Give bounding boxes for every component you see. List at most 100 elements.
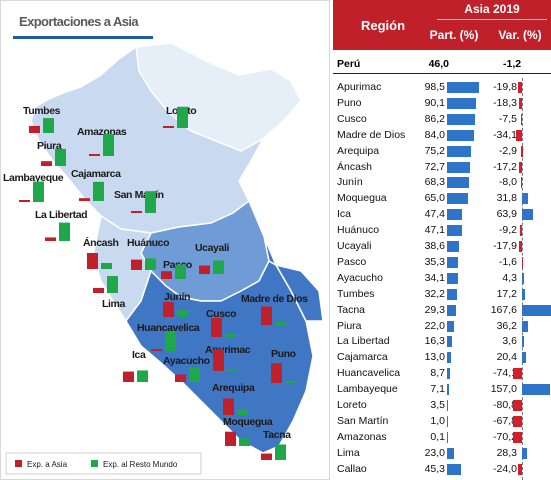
- label-cusco: Cusco: [206, 308, 236, 320]
- label-moquegua: Moquegua: [223, 416, 273, 428]
- table-row: Ica 47,4 63,9: [333, 207, 551, 222]
- header-divider: [437, 19, 547, 20]
- row-part-bar: [447, 177, 469, 189]
- table-row: Lambayeque 7,1 157,0: [333, 382, 551, 397]
- row-var-bar: [522, 336, 524, 348]
- peru-name: Perú: [337, 58, 361, 70]
- row-region-name: Piura: [337, 319, 362, 332]
- table-row: Cusco 86,2 -7,5: [333, 112, 551, 127]
- header-year: Asia 2019: [464, 2, 520, 16]
- row-var-bar: [518, 241, 522, 252]
- label-cajamarca: Cajamarca: [71, 168, 121, 180]
- map-bar-asia: [271, 363, 282, 383]
- table-panel: Región Asia 2019 Part. (%) Var. (%) Perú…: [333, 0, 551, 480]
- row-var-bar: [513, 368, 522, 380]
- row-region-name: Lambayeque: [337, 383, 398, 396]
- row-region-name: Moquegua: [337, 192, 387, 205]
- row-part-bar: [447, 161, 471, 173]
- row-var-bar: [522, 304, 551, 316]
- row-var-bar: [520, 113, 523, 125]
- row-part-bar: [447, 288, 458, 300]
- row-var-value: 63,9: [496, 208, 517, 221]
- row-var-value: -1,6: [498, 255, 517, 268]
- label-lima: Lima: [102, 298, 125, 310]
- map-bar-rest: [227, 369, 238, 371]
- row-var-value: 28,3: [496, 446, 517, 459]
- label-huanuco: Huánuco: [127, 237, 169, 249]
- label-madre-de-dios: Madre de Dios: [241, 293, 308, 305]
- row-part-value: 90,1: [424, 96, 445, 109]
- table-row: Tacna 29,3 167,6: [333, 303, 551, 318]
- row-var-value: -17,9: [493, 240, 517, 252]
- row-var-bar: [518, 161, 522, 173]
- row-var-value: 36,2: [496, 319, 517, 332]
- row-var-value: -8,0: [498, 176, 517, 189]
- map-bar-rest: [33, 181, 44, 202]
- map-bar-rest: [285, 380, 296, 383]
- row-part-bar: [447, 225, 463, 237]
- row-part-value: 75,2: [424, 144, 445, 157]
- row-region-name: Áncash: [337, 160, 373, 173]
- row-region-name: Ucayali: [337, 240, 372, 252]
- row-part-value: 68,3: [424, 176, 445, 189]
- map-bar-asia: [29, 125, 40, 133]
- peru-var: -1,2: [503, 58, 522, 70]
- map-title: Exportaciones a Asia: [19, 14, 139, 29]
- map-bar-rest: [137, 370, 148, 382]
- row-var-value: 17,2: [496, 287, 517, 300]
- row-var-bar: [522, 447, 528, 459]
- row-var-bar: [522, 209, 534, 221]
- label-tumbes: Tumbes: [23, 105, 61, 117]
- map-bar-asia: [225, 431, 236, 446]
- map-bar-rest: [177, 106, 188, 128]
- row-part-value: 34,1: [424, 271, 445, 284]
- map-bar-rest: [275, 321, 286, 325]
- row-var-bar: [522, 272, 524, 284]
- map-bar-rest: [145, 258, 156, 270]
- row-part-bar: [447, 320, 455, 332]
- row-region-name: Huánuco: [337, 224, 380, 237]
- row-part-bar: [447, 272, 458, 284]
- row-part-value: 98,5: [424, 81, 445, 93]
- row-part-bar: [447, 113, 475, 125]
- row-var-value: -19,8: [493, 81, 517, 93]
- row-var-bar: [517, 463, 522, 475]
- row-var-value: -34,1: [493, 128, 517, 141]
- map-bar-rest: [43, 118, 54, 133]
- label-huancavelica: Huancavelica: [137, 322, 200, 334]
- row-region-name: Callao: [337, 462, 367, 475]
- row-region-name: Cajamarca: [337, 351, 388, 364]
- map-bar-rest: [145, 191, 156, 213]
- map-bar-rest: [239, 438, 250, 446]
- row-part-bar: [447, 241, 460, 252]
- row-part-bar: [447, 447, 455, 459]
- map-bar-asia: [87, 253, 98, 269]
- row-part-value: 29,3: [424, 303, 445, 316]
- header-region: Región: [360, 17, 406, 33]
- map-bar-rest: [107, 276, 118, 293]
- row-var-value: -18,3: [493, 96, 517, 109]
- row-part-bar: [447, 431, 448, 443]
- map-bar-asia: [163, 301, 174, 317]
- map-bar-pairs: [19, 106, 296, 460]
- row-region-name: Ica: [337, 208, 352, 221]
- map-bar-rest: [177, 310, 188, 317]
- map-bar-asia: [199, 265, 210, 274]
- table-row: Tumbes 32,2 17,2: [333, 287, 551, 302]
- row-part-value: 16,3: [424, 335, 445, 348]
- peru-map: Tumbes Loreto Amazonas Piura Lambayeque …: [3, 42, 324, 475]
- table-row: Callao 45,3 -24,0: [333, 462, 551, 477]
- map-bar-rest: [237, 409, 248, 415]
- map-bar-asia: [261, 306, 272, 325]
- map-bar-asia: [223, 398, 234, 415]
- row-var-bar: [518, 82, 522, 93]
- table-row: Junín 68,3 -8,0: [333, 175, 551, 190]
- label-puno: Puno: [271, 348, 296, 360]
- map-bar-asia: [261, 453, 272, 460]
- row-var-value: 157,0: [490, 383, 517, 396]
- row-region-name: Tacna: [337, 303, 366, 316]
- row-var-value: -9,2: [498, 224, 517, 237]
- table-row: Moquegua 65,0 31,8: [333, 191, 551, 206]
- map-legend: Exp. a Asia Exp. al Resto Mundo: [5, 452, 202, 475]
- row-part-value: 22,0: [424, 319, 445, 332]
